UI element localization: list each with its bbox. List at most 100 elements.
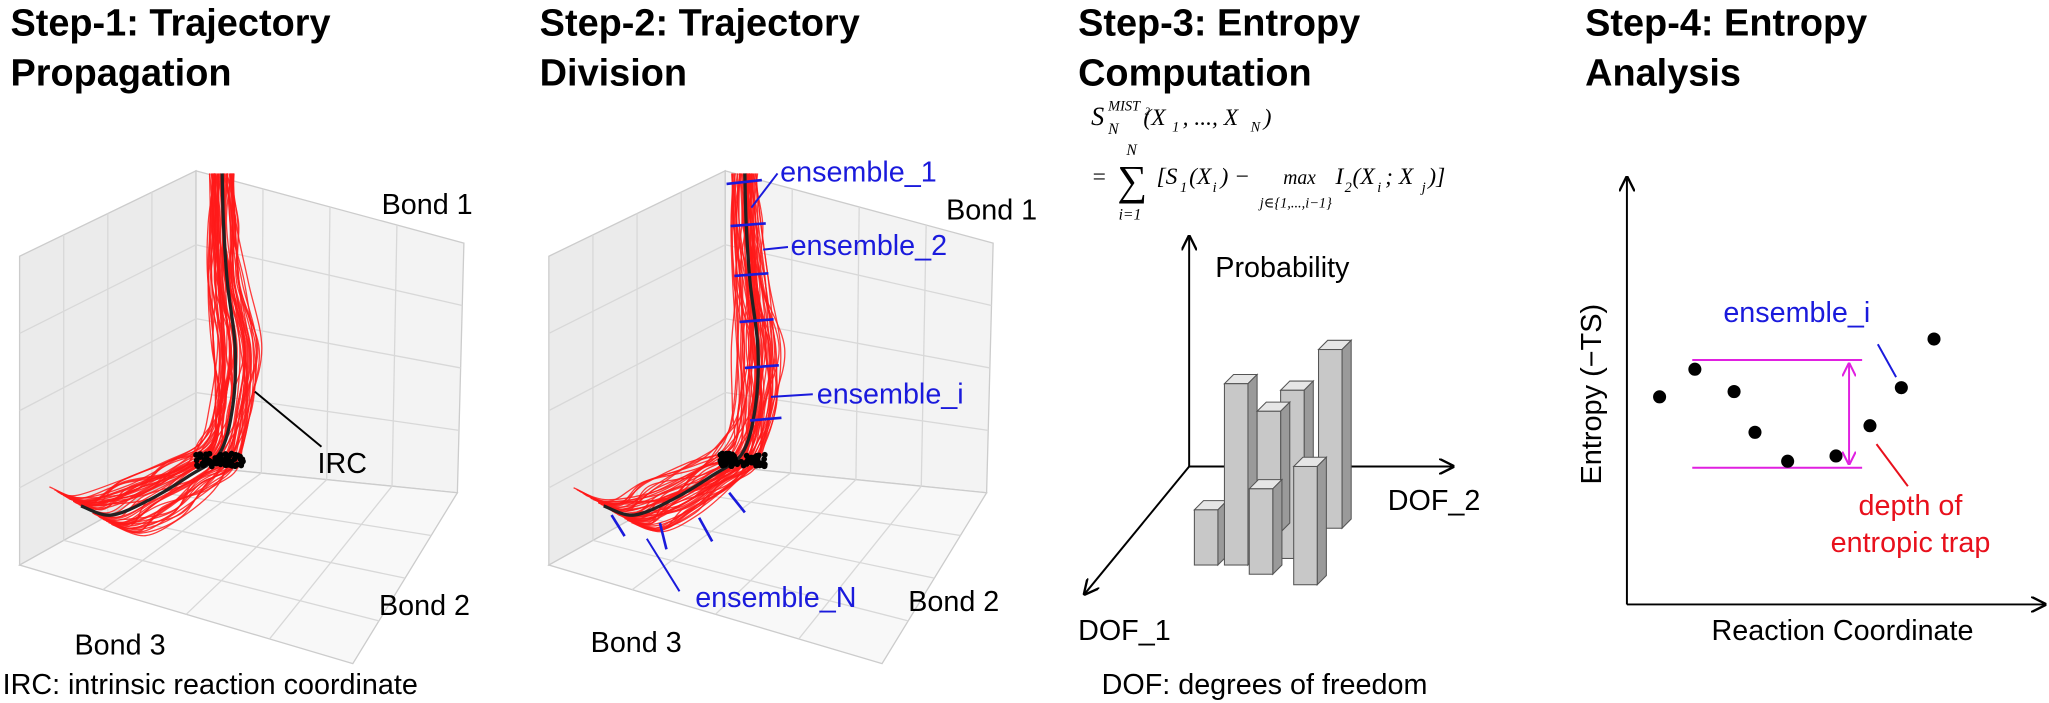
bar-front xyxy=(1223,383,1249,566)
bar-front xyxy=(1293,465,1318,586)
point xyxy=(1748,425,1762,439)
irc-point xyxy=(237,453,243,460)
x-axis-label: Reaction Coordinate xyxy=(1712,615,1974,647)
trap-label: entropic trap xyxy=(1831,527,1991,559)
formula-part: 2 xyxy=(1145,106,1150,117)
grid-line xyxy=(391,225,398,487)
formula-part: = xyxy=(1091,164,1107,190)
divider xyxy=(610,514,626,537)
irc-point xyxy=(761,456,768,463)
divider xyxy=(658,522,668,550)
bar-front xyxy=(1248,488,1274,575)
formula-part: N xyxy=(1125,142,1138,159)
formula-part: ) − xyxy=(1219,164,1251,190)
irc-point xyxy=(194,462,200,469)
leader-line xyxy=(770,393,813,398)
irc-path xyxy=(603,173,760,517)
formula-part: MIST xyxy=(1107,98,1141,114)
formula-part: j xyxy=(1420,180,1426,196)
formula-part: I xyxy=(1335,164,1345,190)
formula-part: N xyxy=(1107,121,1120,138)
formula-part: i xyxy=(1377,180,1381,196)
leader-line xyxy=(1876,343,1897,378)
irc-point xyxy=(208,463,215,470)
trajectory xyxy=(579,173,740,506)
trajectory xyxy=(609,173,774,529)
irc-point xyxy=(217,452,224,458)
axis-label: Bond 1 xyxy=(946,194,1037,226)
trap-markers xyxy=(1692,359,1863,469)
irc-point xyxy=(206,457,212,464)
formula-part: 1 xyxy=(1180,180,1187,196)
axis-label: Bond 3 xyxy=(591,627,682,659)
axis-label: Probability xyxy=(1215,252,1350,284)
irc-point xyxy=(199,461,206,468)
ensemble-label: ensemble_1 xyxy=(780,156,937,188)
trajectory xyxy=(106,173,253,529)
histogram-3d xyxy=(1193,339,1353,587)
trajectory xyxy=(82,173,251,527)
divider xyxy=(749,416,782,422)
trajectory xyxy=(92,173,249,524)
y-axis-label: Entropy (−TS) xyxy=(1576,304,1608,485)
bar-side xyxy=(1316,456,1327,587)
ensemble-label: ensemble_N xyxy=(695,582,856,614)
axis-label: Bond 2 xyxy=(379,590,470,622)
step3-title: Step-3: Entropy xyxy=(1078,2,1360,44)
grid-line xyxy=(19,391,197,489)
caption: DOF: degrees of freedom xyxy=(1102,669,1428,701)
formula-part: i xyxy=(1213,180,1217,196)
point xyxy=(1863,419,1877,433)
point xyxy=(1829,449,1843,463)
trajectory-bundles xyxy=(49,173,786,537)
axis-label: DOF_1 xyxy=(1078,615,1171,647)
formula-part: max xyxy=(1283,167,1316,189)
irc-point xyxy=(197,451,204,457)
leader-line xyxy=(646,538,681,592)
irc-point xyxy=(228,459,235,466)
formula-part: 1 xyxy=(1172,119,1179,135)
divider xyxy=(744,363,779,370)
point xyxy=(1727,385,1741,399)
grid-line xyxy=(326,206,331,480)
irc-point xyxy=(755,452,762,459)
leader-line xyxy=(763,246,789,251)
grid-line xyxy=(548,391,726,489)
trajectory xyxy=(60,173,231,502)
ensemble-dividers xyxy=(610,178,782,550)
grid-line xyxy=(855,206,860,480)
step2-title: Step-2: Trajectory xyxy=(540,2,860,44)
formula-part: [S xyxy=(1156,164,1177,190)
point xyxy=(1781,454,1795,468)
formula-part: )] xyxy=(1426,164,1445,190)
irc-point xyxy=(213,460,220,467)
bar-side xyxy=(1272,478,1283,576)
trajectory xyxy=(56,173,221,499)
formula-part: N xyxy=(1250,119,1262,135)
axis-label: DOF_2 xyxy=(1388,485,1481,517)
irc-point xyxy=(193,457,200,464)
scatter-points xyxy=(1653,332,1941,468)
trajectory xyxy=(598,173,752,504)
step3-title: Computation xyxy=(1078,52,1312,94)
axis xyxy=(1085,465,1190,593)
trajectory xyxy=(617,173,778,526)
axis-label: Bond 3 xyxy=(74,629,165,661)
formula-part: S xyxy=(1091,102,1104,131)
formula-part: (X xyxy=(1143,105,1167,131)
trajectory xyxy=(585,173,754,511)
irc-point xyxy=(761,463,767,469)
grid-line xyxy=(681,490,961,537)
bar-front xyxy=(1193,509,1219,566)
point xyxy=(1653,390,1667,404)
divider xyxy=(739,317,774,324)
formula-part: ; X xyxy=(1385,164,1415,190)
grid-line xyxy=(920,225,927,487)
irc-point xyxy=(747,458,754,465)
ensemble-label: ensemble_i xyxy=(817,378,964,410)
3d-boxes xyxy=(17,169,994,665)
irc-point xyxy=(717,451,724,458)
formula-part: (X xyxy=(1189,164,1213,190)
